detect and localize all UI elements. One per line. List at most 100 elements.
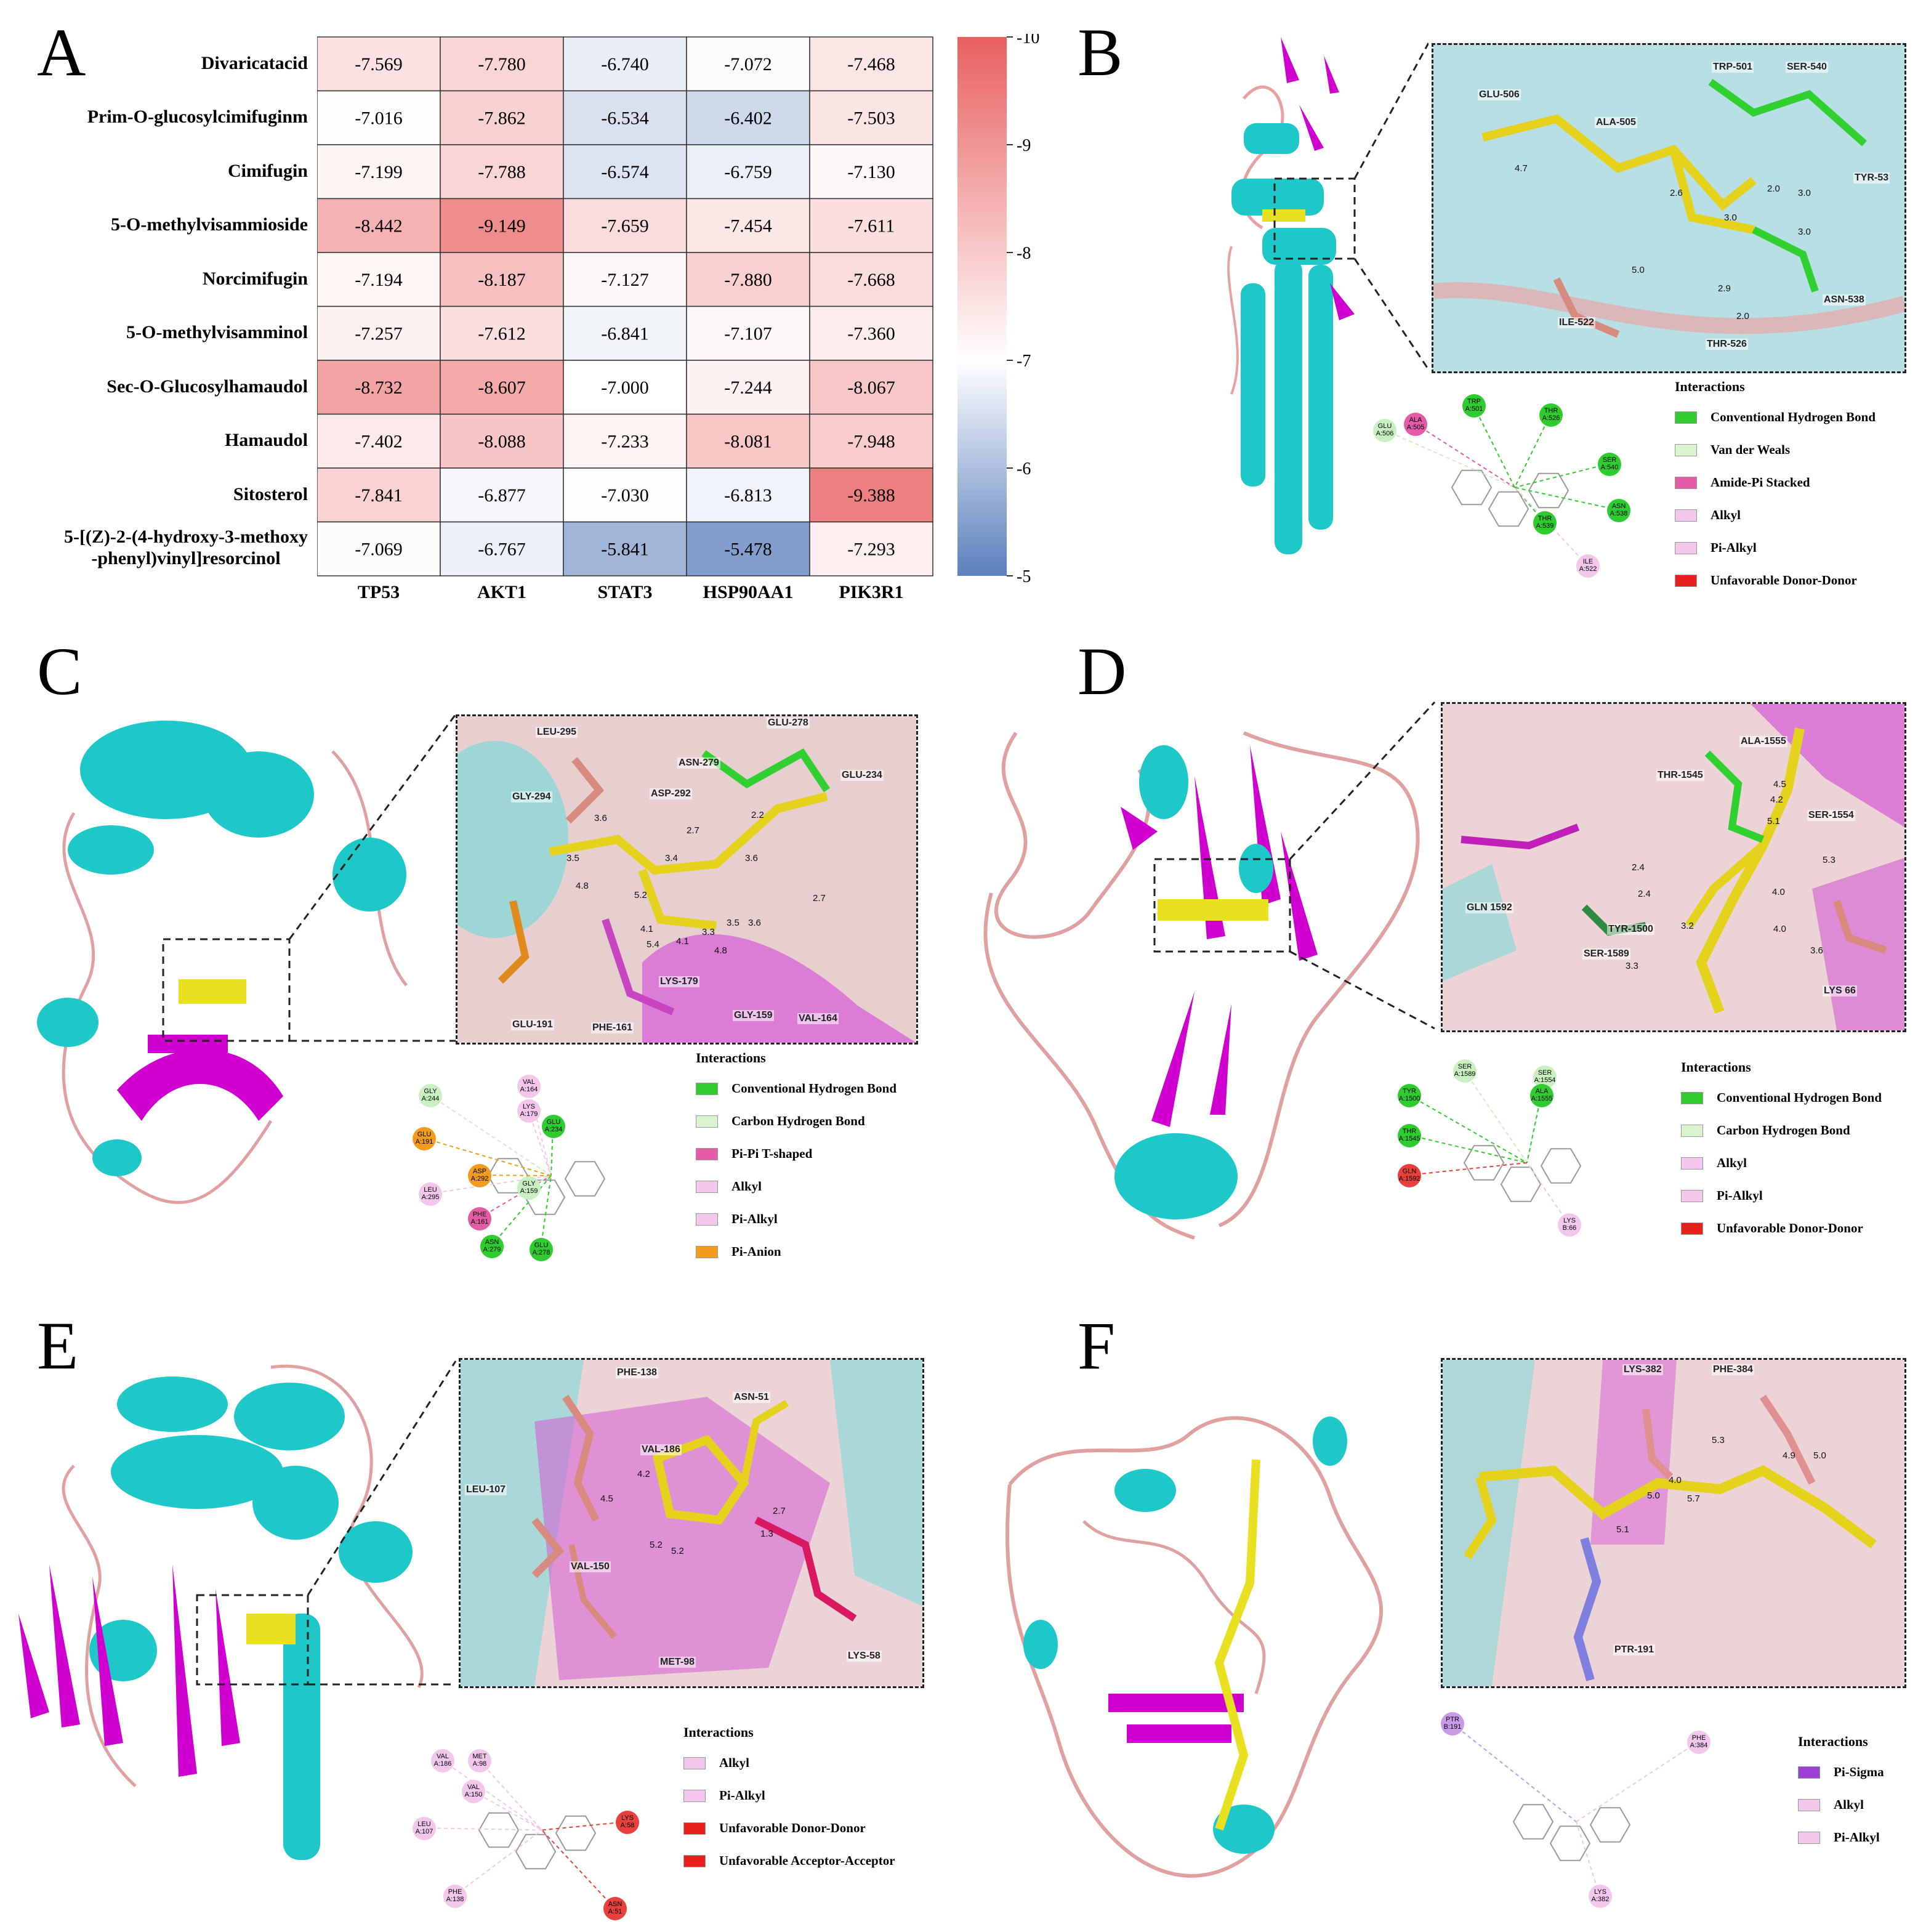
heatmap-cell (563, 252, 687, 307)
legend-swatch (1681, 1189, 1703, 1202)
residue-label: GLU-191 (511, 1019, 554, 1030)
heatmap-cell (809, 36, 933, 92)
heatmap-row-label: Hamaudol (224, 430, 308, 451)
distance-label: 1.3 (760, 1529, 773, 1539)
legend-swatch (696, 1213, 718, 1226)
residue-label: SER-1554 (1807, 810, 1855, 821)
distance-label: 3.6 (745, 853, 758, 863)
residue-label: MET-98 (659, 1657, 696, 1668)
legend-item: Van der Weals (1675, 434, 1876, 466)
residue-label: THR-526 (1706, 339, 1748, 350)
residue-bubble: GLN A:1592 (1398, 1164, 1421, 1187)
legend-item: Alkyl (1798, 1789, 1884, 1821)
heatmap-cell-label: -7.030 (601, 485, 649, 506)
heatmap-cell-label: -6.813 (724, 485, 772, 506)
distance-label: 2.0 (1736, 311, 1749, 321)
legend-label: Pi-Sigma (1834, 1764, 1884, 1779)
heatmap-cell-label: -8.067 (847, 378, 895, 398)
heatmap-cell-label: -6.740 (601, 54, 649, 75)
legend-item: Pi-Alkyl (1798, 1821, 1884, 1854)
distance-label: 3.3 (1626, 961, 1638, 971)
distance-label: 4.8 (576, 881, 589, 891)
legend-title: Interactions (1675, 379, 1745, 394)
interaction-2d-diagram-e: VAL A:186 MET A:98 VAL A:150 LEU A:107 PHE A… (406, 1718, 677, 1922)
distance-label: 4.0 (1772, 887, 1785, 897)
legend-label: Unfavorable Donor-Donor (1710, 573, 1857, 588)
legend-swatch (683, 1789, 706, 1802)
interaction-2d-diagram-b: GLU A:506 ALA A:505 TRP A:501 THR A:526 SER … (1355, 376, 1675, 579)
residue-bubble: LYS A:58 (616, 1811, 639, 1834)
legend-swatch (683, 1756, 706, 1769)
heatmap-cell-label: -7.468 (847, 54, 895, 75)
heatmap-cell-label: -7.612 (478, 323, 526, 344)
distance-label: 5.3 (1823, 855, 1835, 865)
distance-label: 2.7 (687, 825, 699, 836)
residue-bubble: PHE A:161 (468, 1207, 491, 1231)
heatmap-cell-label: -7.880 (724, 270, 772, 290)
residue-label: PHE-161 (591, 1022, 634, 1033)
legend-label: Amide-Pi Stacked (1710, 475, 1810, 490)
residue-label: PTR-191 (1613, 1644, 1656, 1655)
legend-title: Interactions (1681, 1059, 1751, 1075)
legend-label: Alkyl (1717, 1155, 1747, 1170)
heatmap-cell (686, 198, 810, 253)
residue-label: LEU-107 (465, 1484, 507, 1495)
heatmap-row-label: 5-O-methylvisamminol (126, 322, 308, 343)
residue-bubble: ASP A:292 (468, 1164, 491, 1187)
legend-swatch (1798, 1766, 1820, 1779)
heatmap-cell-label: -7.402 (355, 431, 403, 451)
legend-swatch (696, 1115, 718, 1128)
legend-item: Unfavorable Donor-Donor (683, 1812, 895, 1845)
residue-bubble: THR A:539 (1533, 511, 1557, 535)
panel-label-a: A (37, 15, 86, 90)
distance-label: 3.0 (1798, 227, 1811, 237)
heatmap-cell (440, 90, 564, 145)
legend-c: Interactions Conventional Hydrogen Bond Ca… (696, 1050, 897, 1268)
heatmap-cell-label: -7.948 (847, 431, 895, 451)
panel-label-c: C (37, 634, 83, 709)
legend-item: Pi-Alkyl (683, 1779, 895, 1812)
residue-label: SER-1589 (1582, 948, 1630, 960)
legend-label: Conventional Hydrogen Bond (731, 1081, 897, 1096)
distance-label: 3.5 (566, 853, 579, 863)
heatmap-cell-label: -7.611 (848, 216, 895, 236)
legend-label: Pi-Alkyl (1710, 540, 1757, 555)
ligand-sketch (1451, 1723, 1699, 1896)
distance-label: 2.4 (1632, 862, 1645, 873)
binding-site-inset-c (456, 714, 918, 1045)
heatmap-cell-label: -7.659 (601, 216, 649, 236)
protein-structure-f (985, 1398, 1428, 1891)
distance-label: 2.4 (1638, 889, 1651, 899)
heatmap-cell-label: -6.534 (601, 108, 649, 128)
legend-label: Alkyl (731, 1179, 762, 1194)
residue-bubble: LEU A:295 (419, 1182, 442, 1206)
heatmap-cell-label: -9.388 (847, 485, 895, 506)
distance-label: 3.6 (1810, 945, 1823, 956)
residue-bubble: GLU A:234 (542, 1115, 565, 1138)
heatmap-cell-label: -7.199 (355, 162, 403, 182)
heatmap-column-label: TP53 (357, 582, 400, 602)
legend-swatch (1681, 1124, 1703, 1137)
legend-item: Conventional Hydrogen Bond (1675, 401, 1876, 434)
heatmap-cell-label: -7.668 (847, 270, 895, 290)
heatmap-cell (563, 305, 687, 361)
legend-item: Alkyl (1681, 1147, 1882, 1179)
heatmap-cell-label: -8.732 (355, 378, 403, 398)
heatmap-cell-label: -7.244 (724, 378, 772, 398)
heatmap-row-label: Prim-O-glucosylcimifuginm (87, 107, 308, 127)
legend-item: Unfavorable Donor-Donor (1681, 1212, 1882, 1245)
heatmap-cell (440, 521, 564, 576)
distance-label: 2.9 (1718, 283, 1731, 294)
residue-label: GLY-294 (511, 791, 552, 802)
residue-label: TYR-53 (1853, 172, 1890, 184)
legend-item: Carbon Hydrogen Bond (696, 1105, 897, 1138)
legend-label: Pi-Anion (731, 1244, 781, 1259)
heatmap-cell (440, 413, 564, 469)
residue-bubble: MET A:98 (468, 1749, 491, 1772)
legend-item: Alkyl (683, 1747, 895, 1779)
heatmap-cell-label: -7.016 (355, 108, 403, 128)
residue-bubble: ASN A:51 (603, 1897, 627, 1920)
heatmap-cell (317, 90, 441, 145)
legend-label: Conventional Hydrogen Bond (1717, 1090, 1882, 1105)
heatmap-cell (317, 360, 441, 415)
